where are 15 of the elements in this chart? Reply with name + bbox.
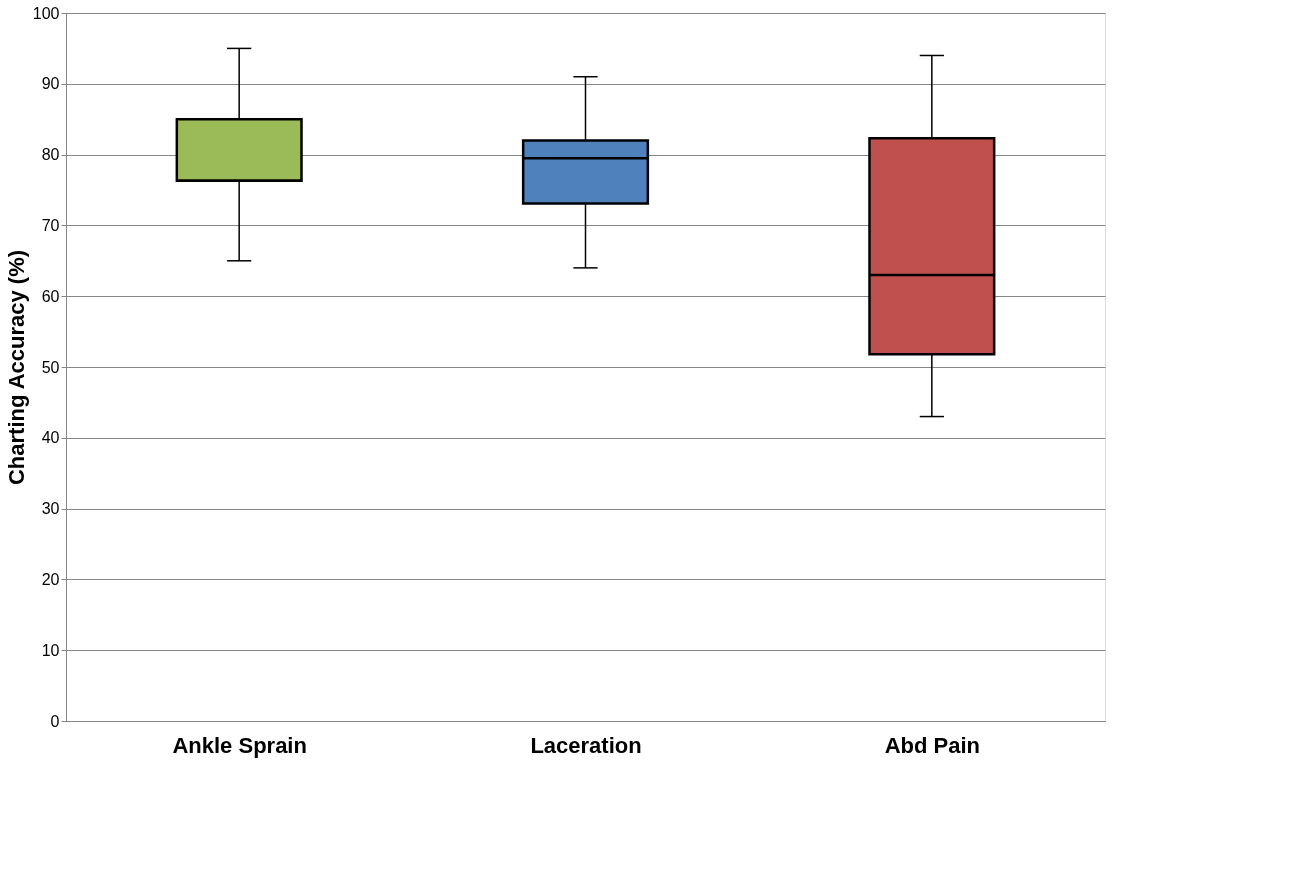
- y-tick-label: 0: [50, 712, 60, 730]
- y-tick-label: 50: [41, 358, 60, 376]
- y-tick-label: 20: [41, 570, 60, 588]
- y-tick-label: 60: [41, 287, 60, 305]
- y-tick-label: 40: [41, 429, 60, 447]
- x-tick-label: Laceration: [530, 732, 642, 758]
- y-tick-label: 100: [32, 4, 60, 22]
- y-tick-label: 80: [41, 146, 60, 164]
- x-tick-label: Abd Pain: [884, 732, 981, 758]
- y-axis-title: Charting Accuracy (%): [3, 249, 29, 486]
- x-tick-label: Ankle Sprain: [172, 732, 307, 758]
- y-tick-label: 10: [41, 641, 60, 659]
- y-tick-label: 30: [41, 500, 60, 518]
- y-tick-label: 70: [41, 216, 60, 234]
- y-tick-label: 90: [41, 75, 60, 93]
